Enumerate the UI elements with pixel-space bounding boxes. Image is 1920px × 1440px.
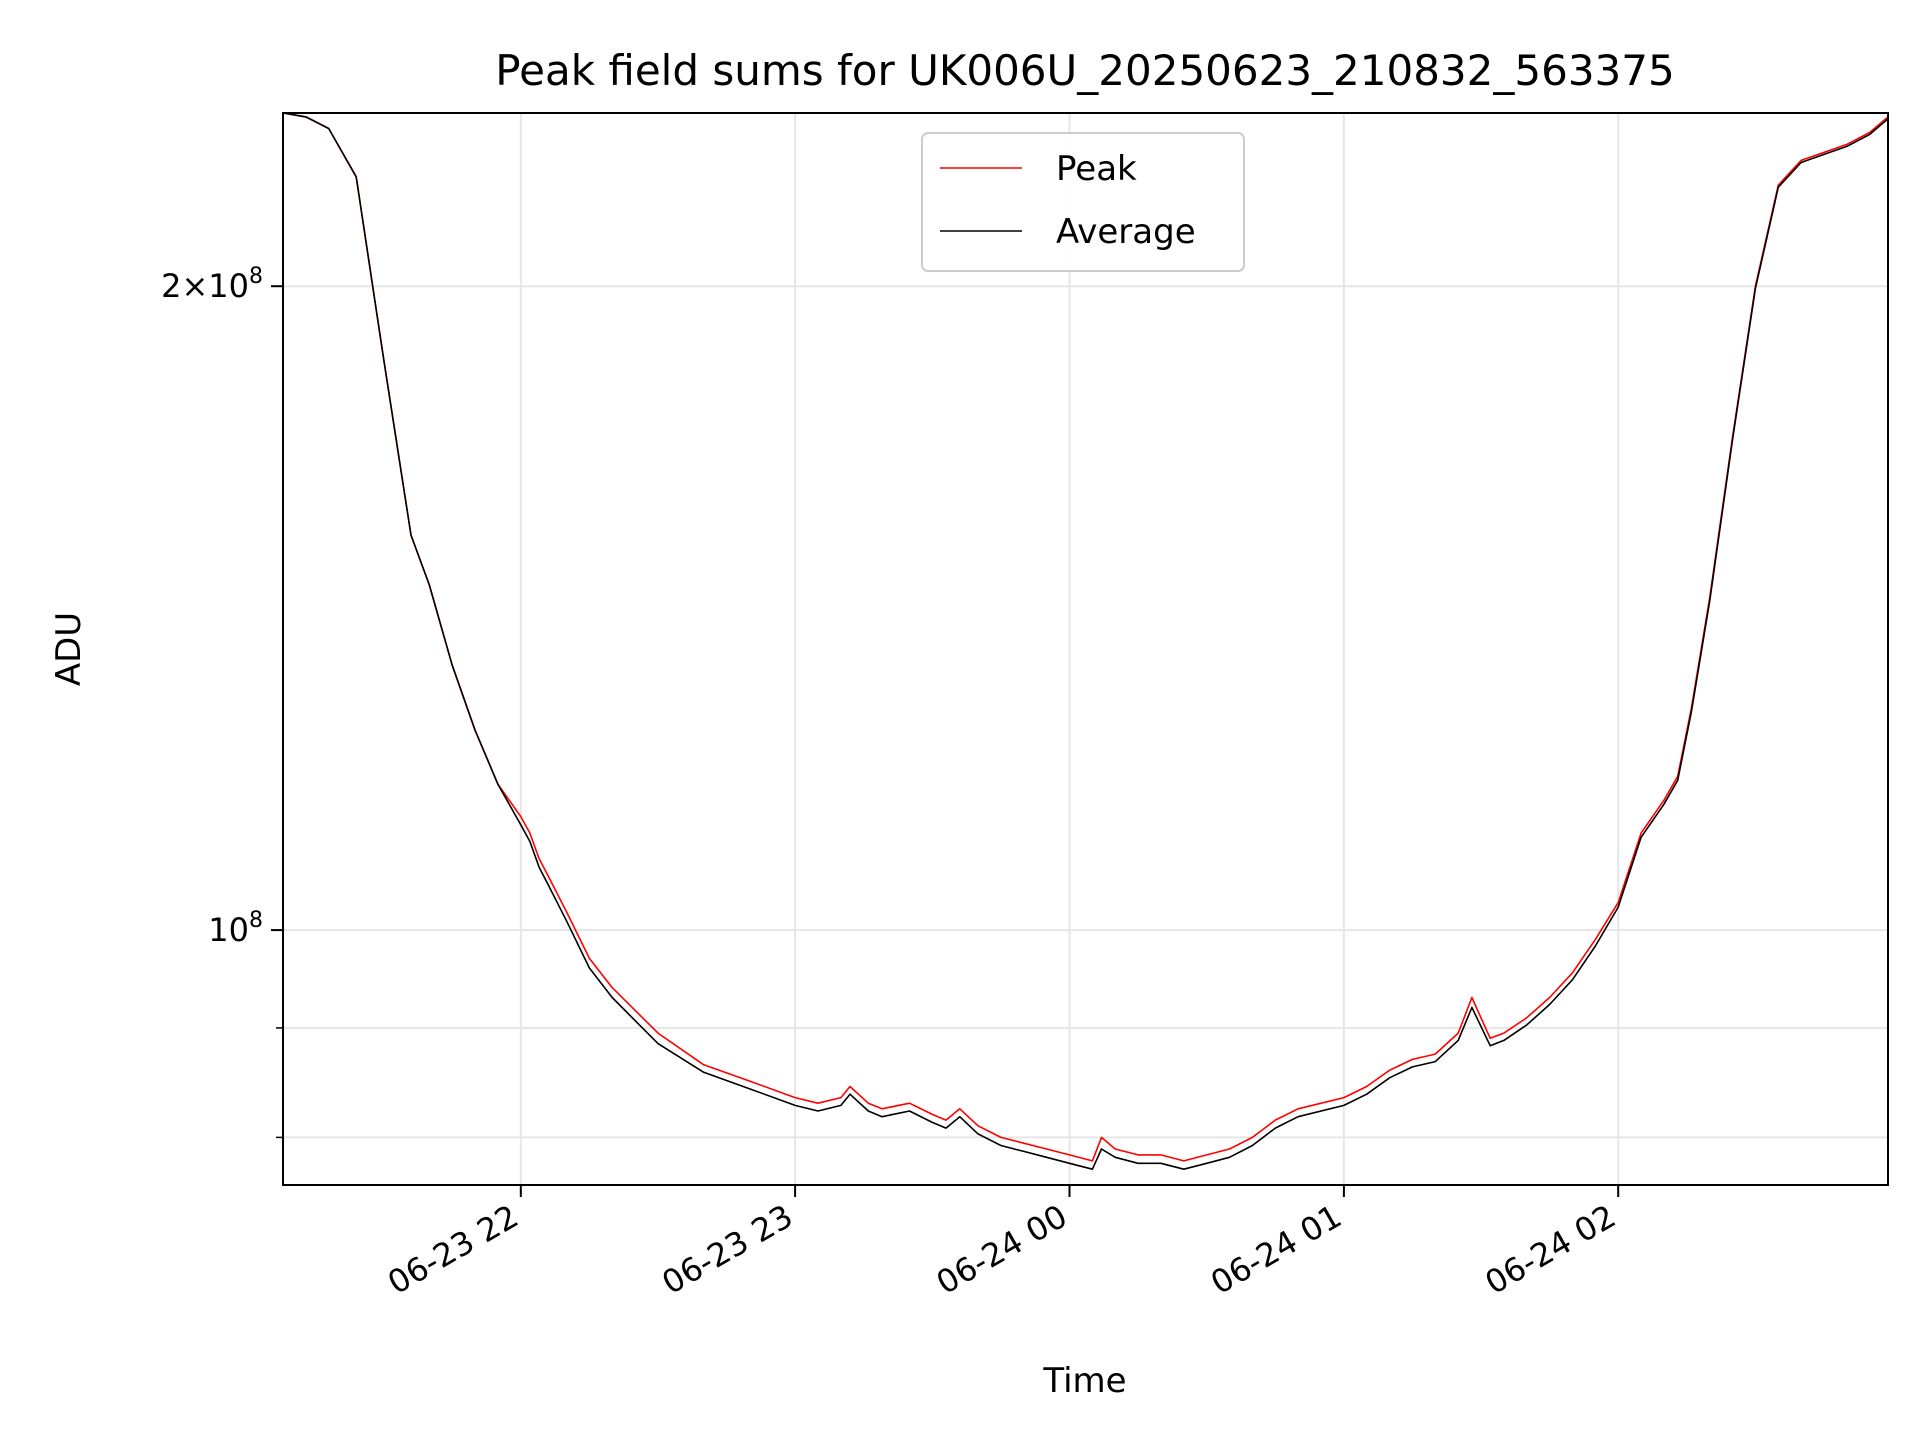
y-tick-label: 108 [208,908,263,949]
x-axis-label: Time [1042,1361,1126,1401]
y-axis-label: ADU [49,612,89,686]
y-axis-ticks: 108 2×108 [161,264,283,1139]
y-tick-label: 2×108 [161,264,263,305]
plot-area-frame [282,112,1889,1186]
chart-title: Peak field sums for UK006U_20250623_2108… [495,46,1674,95]
series-line-average [283,113,1888,1170]
legend: Peak Average [921,132,1245,272]
grid [283,113,1888,1185]
legend-label-average: Average [1056,212,1196,252]
legend-label-peak: Peak [1056,149,1137,189]
series-line-peak [283,113,1888,1162]
series-lines [283,113,1888,1170]
